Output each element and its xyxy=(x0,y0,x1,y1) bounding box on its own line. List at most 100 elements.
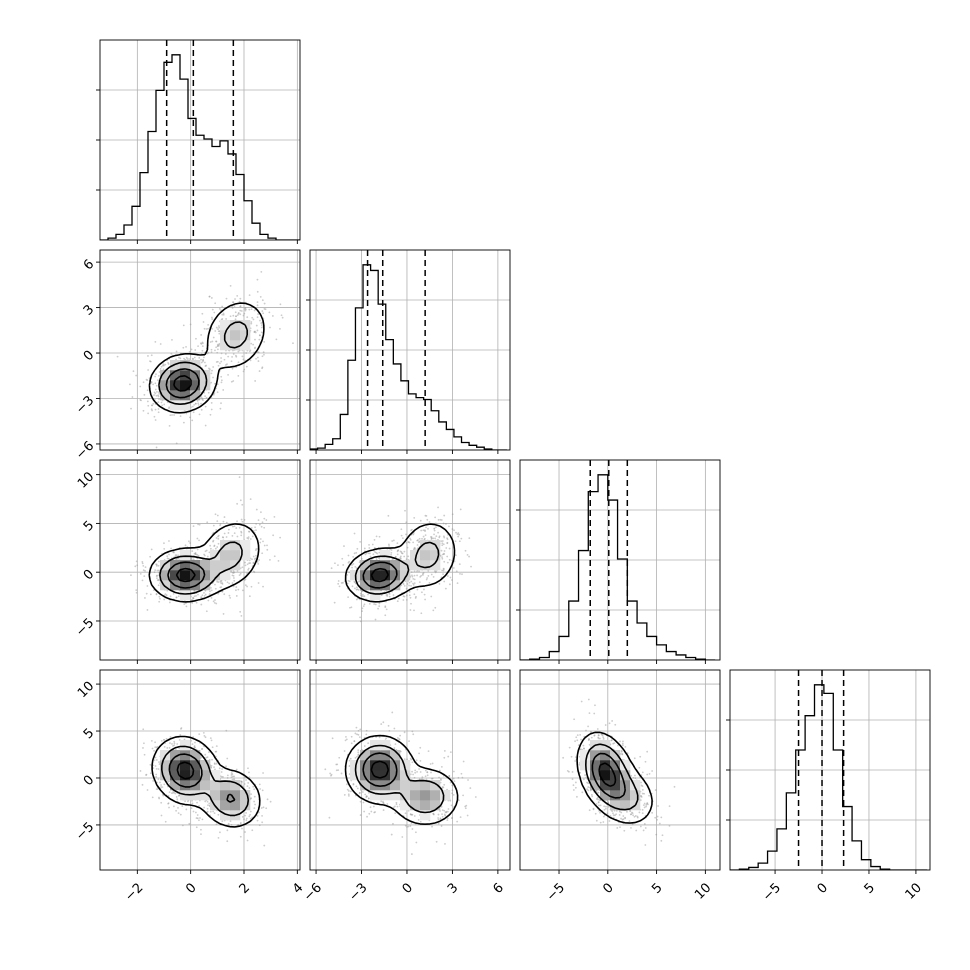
density-cell xyxy=(390,780,401,791)
density-cell xyxy=(370,750,381,761)
density-cell xyxy=(400,560,411,571)
scatter-point xyxy=(258,559,260,561)
scatter-point xyxy=(212,810,215,813)
density-cell xyxy=(200,380,211,391)
scatter-point xyxy=(197,554,200,557)
scatter-point xyxy=(442,568,445,571)
scatter-point xyxy=(354,587,356,590)
scatter-point xyxy=(149,763,152,766)
scatter-point xyxy=(146,609,149,611)
scatter-point xyxy=(194,349,197,351)
scatter-point xyxy=(251,316,254,319)
scatter-point xyxy=(191,598,193,601)
scatter-point xyxy=(391,558,394,561)
scatter-point xyxy=(441,815,444,818)
scatter-point xyxy=(246,585,248,588)
scatter-point xyxy=(401,537,404,540)
scatter-point xyxy=(361,595,364,598)
scatter-point xyxy=(209,590,211,593)
scatter-point xyxy=(227,532,230,534)
scatter-point xyxy=(433,533,435,536)
scatter-point xyxy=(329,772,332,775)
scatter-point xyxy=(424,769,427,772)
density-cell xyxy=(180,580,191,591)
scatter-point xyxy=(630,827,632,829)
scatter-point xyxy=(337,769,340,772)
scatter-point xyxy=(208,593,211,595)
scatter-point xyxy=(210,597,213,599)
scatter-point xyxy=(250,322,253,325)
scatter-point xyxy=(385,737,387,740)
scatter-point xyxy=(382,802,385,805)
density-cell xyxy=(180,400,191,411)
density-cell xyxy=(200,760,211,771)
scatter-point xyxy=(405,533,407,536)
density-cell xyxy=(190,390,201,401)
scatter-point xyxy=(216,520,219,523)
density-cell xyxy=(390,580,401,591)
scatter-point xyxy=(443,560,446,563)
scatter-point xyxy=(455,570,458,573)
density-cell xyxy=(390,750,401,761)
scatter-point xyxy=(197,403,200,406)
scatter-point xyxy=(346,573,349,576)
scatter-point xyxy=(408,541,411,544)
scatter-point xyxy=(248,776,251,779)
scatter-point xyxy=(422,529,425,532)
scatter-point xyxy=(382,721,385,724)
scatter-point xyxy=(201,818,204,821)
scatter-point xyxy=(245,779,247,781)
scatter-point xyxy=(575,736,578,739)
scatter-point xyxy=(451,792,454,795)
density-cell xyxy=(430,780,441,791)
scatter-point xyxy=(452,777,455,780)
density-cell xyxy=(170,760,181,771)
scatter-point xyxy=(158,600,161,603)
scatter-point xyxy=(330,567,333,570)
scatter-point xyxy=(441,553,444,556)
scatter-point xyxy=(206,807,209,810)
scatter-point xyxy=(239,499,242,502)
density-cell xyxy=(430,800,441,811)
scatter-point xyxy=(179,813,182,816)
density-cell xyxy=(360,560,371,571)
scatter-point xyxy=(411,813,414,816)
scatter-point xyxy=(456,582,459,585)
scatter-point xyxy=(413,578,416,581)
scatter-point xyxy=(390,549,393,551)
scatter-point xyxy=(404,824,407,827)
scatter-point xyxy=(153,571,156,574)
scatter-point xyxy=(406,546,409,549)
scatter-point xyxy=(248,771,250,774)
scatter-point xyxy=(207,323,210,326)
scatter-point xyxy=(252,555,255,558)
scatter-point xyxy=(367,552,370,555)
scatter-point xyxy=(232,380,235,382)
scatter-point xyxy=(192,597,195,600)
scatter-point xyxy=(254,549,257,551)
scatter-point xyxy=(347,554,350,557)
scatter-point xyxy=(280,314,283,317)
scatter-point xyxy=(142,728,145,731)
scatter-point xyxy=(464,549,467,552)
scatter-point xyxy=(439,810,441,812)
scatter-point xyxy=(254,526,257,529)
scatter-point xyxy=(388,543,390,546)
scatter-point xyxy=(410,584,412,587)
density-cell xyxy=(400,760,411,771)
scatter-point xyxy=(238,574,241,577)
scatter-point xyxy=(230,772,233,774)
scatter-point xyxy=(174,792,177,795)
scatter-point xyxy=(235,355,238,358)
scatter-point xyxy=(417,541,420,544)
scatter-point xyxy=(196,814,199,816)
scatter-point xyxy=(184,602,187,605)
scatter-point xyxy=(195,601,198,604)
density-cell xyxy=(380,740,391,751)
scatter-point xyxy=(396,736,399,739)
scatter-point xyxy=(356,547,359,550)
scatter-point xyxy=(341,557,344,560)
scatter-point xyxy=(237,311,240,314)
scatter-point xyxy=(404,580,407,583)
